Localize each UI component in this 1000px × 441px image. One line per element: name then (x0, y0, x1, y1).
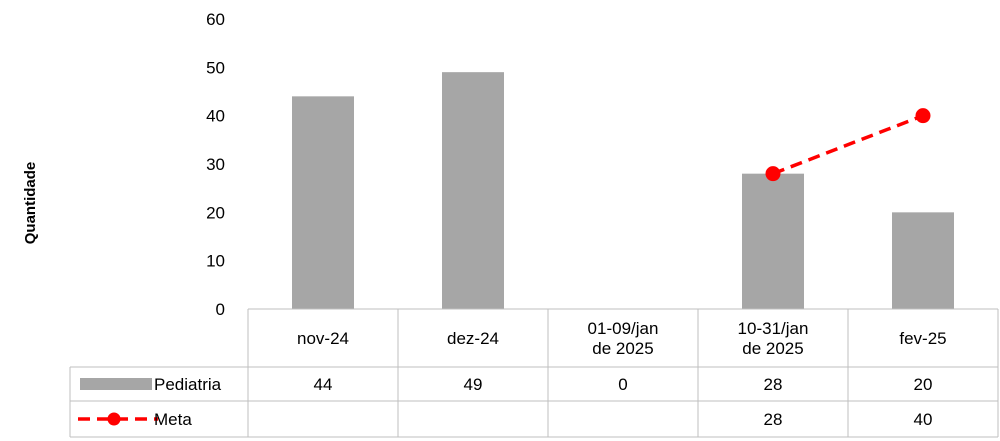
bar-pediatria (742, 173, 804, 309)
data-label: 44 (314, 375, 333, 394)
y-tick-label: 40 (206, 107, 225, 126)
y-tick-label: 60 (206, 10, 225, 29)
x-tick-label: dez-24 (447, 329, 499, 348)
data-label: 20 (914, 375, 933, 394)
data-label: 0 (618, 375, 627, 394)
meta-line-segment (772, 114, 924, 176)
legend-key-pediatria (80, 378, 152, 390)
legend-key-meta-marker (107, 412, 121, 426)
y-tick-label: 0 (216, 300, 225, 319)
legend-label: Meta (154, 410, 192, 429)
bar-pediatria (442, 72, 504, 310)
bar-pediatria (892, 212, 954, 309)
y-tick-label: 10 (206, 252, 225, 271)
y-axis-label: Quantidade (22, 162, 39, 245)
x-tick-label: 10-31/jan (738, 319, 809, 338)
legend-label: Pediatria (154, 375, 222, 394)
y-axis: 0 10 20 30 40 50 60 (206, 10, 225, 319)
data-label: 28 (764, 410, 783, 429)
meta-point (915, 108, 931, 124)
data-label: 49 (464, 375, 483, 394)
bars (292, 72, 954, 310)
meta-line (765, 108, 931, 182)
y-tick-label: 20 (206, 203, 225, 222)
bar-pediatria (292, 96, 354, 309)
data-label: 40 (914, 410, 933, 429)
x-tick-label: fev-25 (899, 329, 946, 348)
x-tick-label: 01-09/jan (588, 319, 659, 338)
meta-point (765, 166, 781, 182)
data-label: 28 (764, 375, 783, 394)
x-tick-label: nov-24 (297, 329, 349, 348)
y-tick-label: 30 (206, 155, 225, 174)
x-tick-label: de 2025 (592, 339, 653, 358)
x-tick-label: de 2025 (742, 339, 803, 358)
y-tick-label: 50 (206, 58, 225, 77)
